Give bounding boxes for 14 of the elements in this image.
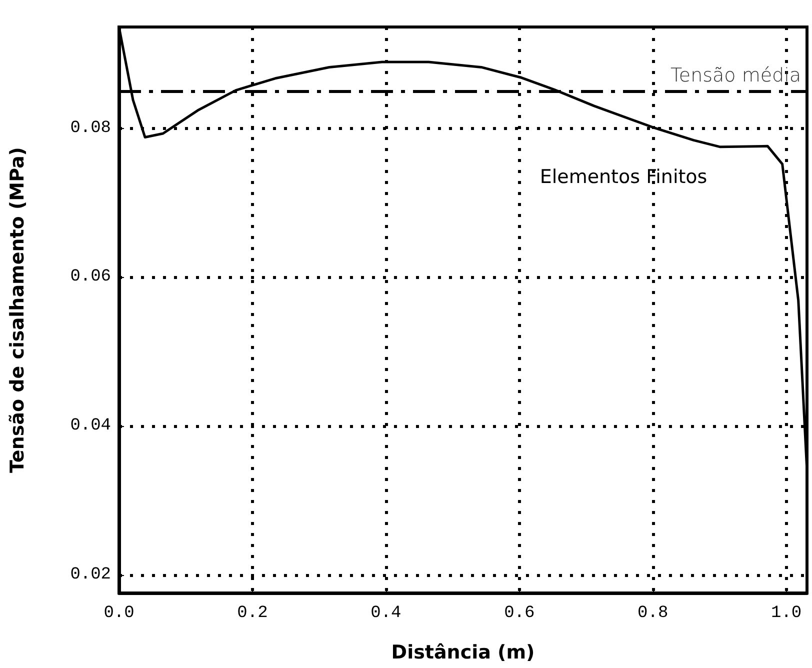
- y-axis-title: Tensão de cisalhamento (MPa): [6, 147, 28, 473]
- x-tick-label: 0.0: [104, 604, 134, 623]
- y-tick-label: 0.04: [70, 416, 111, 436]
- y-tick-label: 0.08: [70, 118, 111, 138]
- y-tick-label: 0.02: [70, 566, 111, 585]
- x-tick-label: 0.6: [504, 604, 535, 623]
- y-tick-label: 0.06: [70, 268, 111, 287]
- x-tick-label: 1.0: [771, 604, 802, 623]
- x-tick-label: 0.8: [638, 604, 668, 623]
- ref-line-label: Tensão média: [670, 64, 801, 87]
- x-axis-title: Distância (m): [391, 642, 535, 664]
- series-label: Elementos Finitos: [540, 166, 708, 188]
- x-tick-label: 0.2: [237, 604, 268, 623]
- x-tick-label: 0.4: [370, 604, 402, 623]
